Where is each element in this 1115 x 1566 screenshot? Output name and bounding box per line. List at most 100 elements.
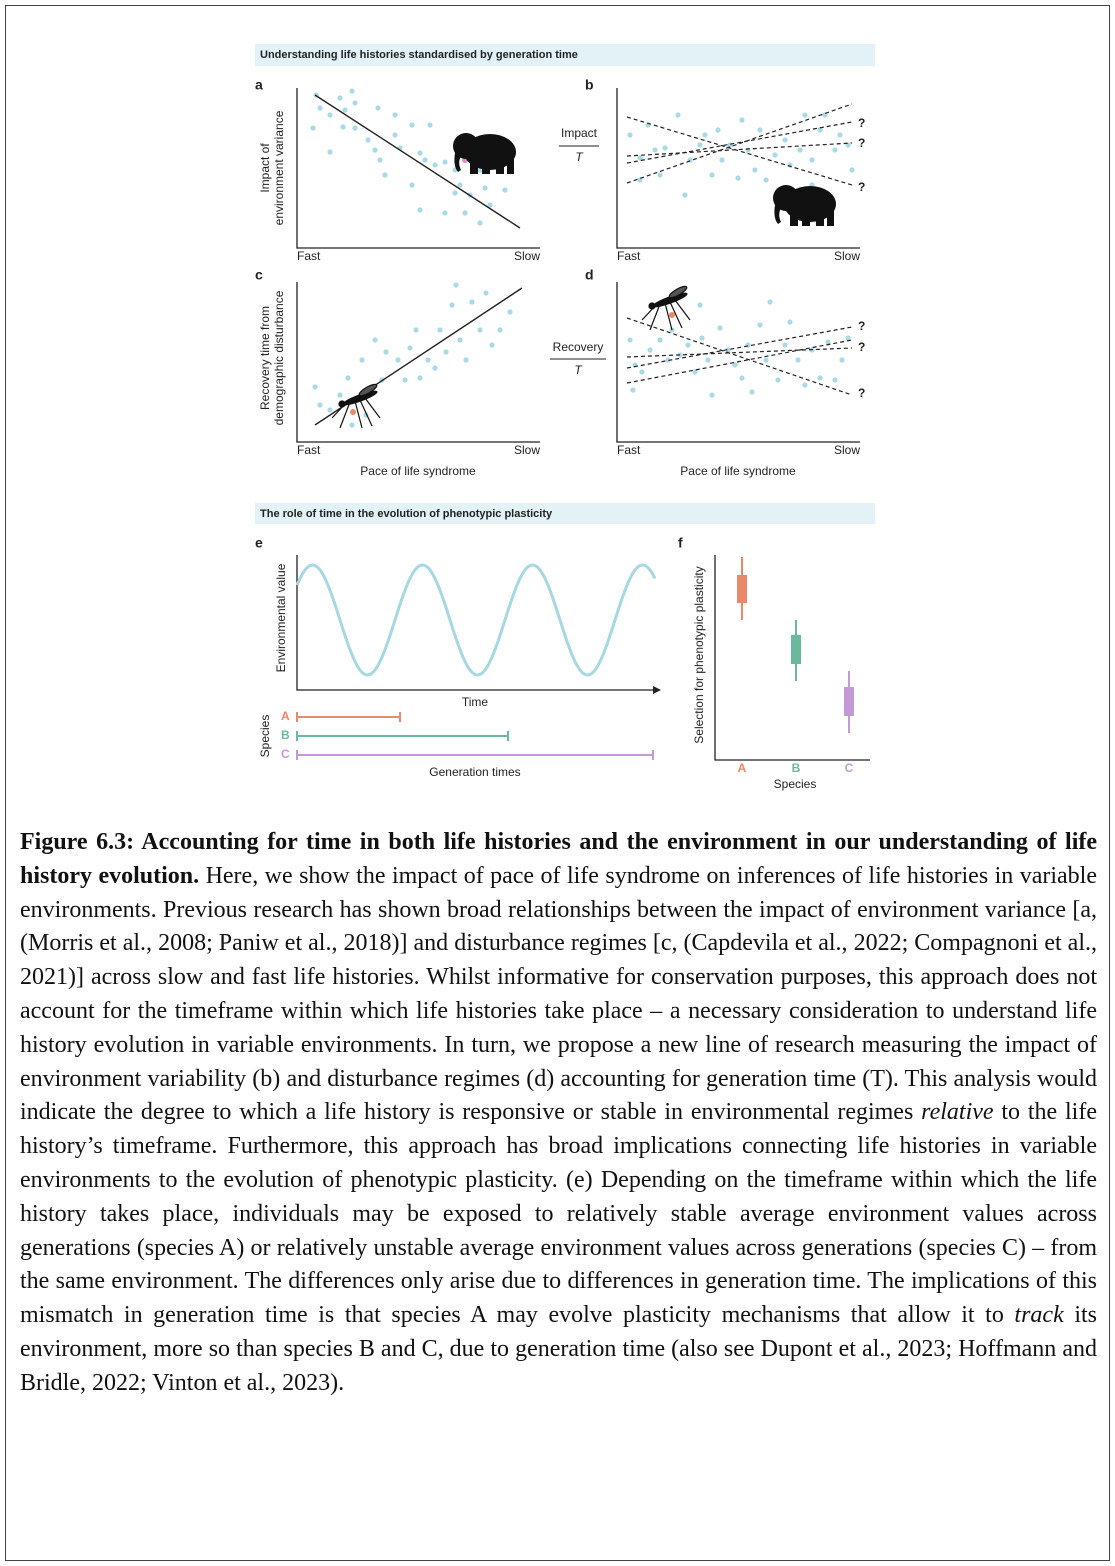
dot [417,150,423,156]
dot [477,327,483,333]
dot [327,149,333,155]
dot [665,357,671,363]
highlight-dot [669,312,675,318]
dot [702,132,708,138]
dot [407,345,413,351]
dot [782,137,788,143]
caption-title: Figure 6.3: Accounting for time in both … [20,829,1097,889]
dot [839,357,845,363]
environment-wave [295,563,657,677]
dot [675,112,681,118]
dot [697,142,703,148]
scatter [312,282,513,428]
y-label: Selection for phenotypic plasticity [692,566,706,743]
dot [377,157,383,163]
y-label: Recovery time from [258,306,272,410]
dot [489,342,495,348]
dot [443,349,449,355]
y-label: Impact [561,126,598,140]
dot [432,162,438,168]
dot [457,337,463,343]
dot [802,112,808,118]
box [737,575,747,603]
axes [296,88,540,249]
dot [352,125,358,131]
dot [787,319,793,325]
x-label: Species [774,777,817,791]
dot [482,185,488,191]
dot [392,132,398,138]
dot [372,147,378,153]
dot [413,327,419,333]
dot [507,309,513,315]
dot [745,147,751,153]
generation-bar [296,750,654,760]
caption: Figure 6.3: Accounting for time in both … [20,826,1097,1401]
dot [449,302,455,308]
dot [849,167,855,173]
axes [296,282,540,443]
axis-end: Slow [834,443,860,457]
question-mark: ? [858,116,865,130]
dot [442,210,448,216]
dot [317,105,323,111]
y-label: Environmental value [274,563,288,672]
box [844,687,854,716]
dashed-line [626,142,853,157]
caption-text: Here, we show the impact of pace of life… [20,862,1097,1126]
question-mark: ? [858,340,865,354]
axis-end: Fast [617,443,641,457]
caption-emphasis: track [1014,1302,1064,1329]
dot [327,407,333,413]
dot [365,137,371,143]
dot [837,132,843,138]
dot [657,337,663,343]
panel-label: c [255,267,263,283]
dot [349,422,355,428]
x-label: Time [462,695,489,709]
category-label: A [738,761,747,775]
dot [359,357,365,363]
dot [767,299,773,305]
dot [327,112,333,118]
elephant-icon [453,133,516,174]
highlight-dot [350,409,356,415]
dot [739,375,745,381]
dot [337,95,343,101]
dot [832,147,838,153]
dot [340,124,346,130]
dot [395,357,401,363]
dot [452,190,458,196]
dot [409,122,415,128]
dot [477,220,483,226]
dashed-line [626,326,853,369]
dot [757,127,763,133]
dot [647,347,653,353]
caption-text: its environment, more so than species B … [20,1302,1097,1396]
dot [427,122,433,128]
y-label: demographic disturbance [272,290,286,425]
dot [797,147,803,153]
dot [662,145,668,151]
arrow-head [653,686,661,694]
dot [417,207,423,213]
caption-text: to the life history’s timeframe. Further… [20,1099,1097,1329]
dot [383,349,389,355]
dashed-line [626,317,853,396]
dot [469,299,475,305]
dot [502,187,508,193]
dot [392,112,398,118]
dot [752,167,758,173]
dot [337,392,343,398]
dot [763,177,769,183]
species-name: B [281,728,290,742]
dot [425,357,431,363]
category-label: B [792,761,801,775]
page-border [5,5,1110,1561]
axes [296,555,653,691]
dot [312,384,318,390]
dot [637,155,643,161]
dot [375,105,381,111]
dot [822,112,828,118]
dashed-line [626,103,853,184]
